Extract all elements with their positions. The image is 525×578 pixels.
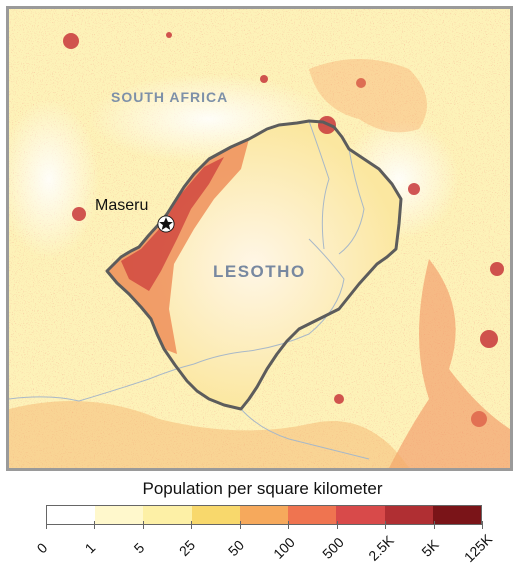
legend-tick	[385, 521, 386, 529]
legend-swatch	[143, 506, 192, 524]
legend-swatch	[47, 506, 96, 524]
map-canvas	[9, 9, 510, 468]
legend-bin-label: 5K	[418, 536, 442, 560]
population-map: SOUTH AFRICA LESOTHO Maseru	[6, 6, 513, 471]
legend-swatch	[432, 506, 481, 524]
legend-bin-label: 25	[175, 536, 199, 560]
legend-color-bar	[46, 505, 482, 525]
legend-tick	[94, 521, 95, 529]
legend-tick	[482, 521, 483, 529]
legend-bin-label: 100	[270, 534, 298, 562]
legend-title: Population per square kilometer	[142, 479, 383, 498]
legend-swatch	[336, 506, 385, 524]
legend-tick	[240, 521, 241, 529]
legend-bin-label: 50	[224, 536, 248, 560]
legend-bin-label: 0	[33, 539, 51, 557]
legend-bin-label: 125K	[460, 530, 496, 566]
country-label-south-africa: SOUTH AFRICA	[111, 89, 229, 105]
legend-swatch	[191, 506, 240, 524]
legend-tick	[288, 521, 289, 529]
legend-tick	[46, 521, 47, 529]
country-label-lesotho: LESOTHO	[213, 262, 306, 281]
city-label-maseru: Maseru	[95, 197, 149, 214]
legend-swatch	[95, 506, 144, 524]
legend-bin-label: 5	[130, 539, 148, 557]
legend-swatch	[384, 506, 433, 524]
northeast-settlement	[309, 59, 427, 133]
legend-bin-label: 2.5K	[365, 532, 397, 564]
lesotho-lowlands	[107, 139, 249, 354]
legend-tick	[143, 521, 144, 529]
legend-tick	[434, 521, 435, 529]
star-icon	[157, 215, 175, 233]
eastern-dense-belt	[389, 259, 510, 468]
rivers	[9, 120, 370, 460]
legend-swatch	[288, 506, 337, 524]
legend-swatch	[239, 506, 289, 524]
legend-tick	[191, 521, 192, 529]
legend-bin-label: 1	[81, 539, 99, 557]
lesotho-border	[105, 119, 403, 411]
southern-dense-belt	[9, 401, 409, 468]
legend-bin-label: 500	[319, 534, 347, 562]
legend-tick	[337, 521, 338, 529]
